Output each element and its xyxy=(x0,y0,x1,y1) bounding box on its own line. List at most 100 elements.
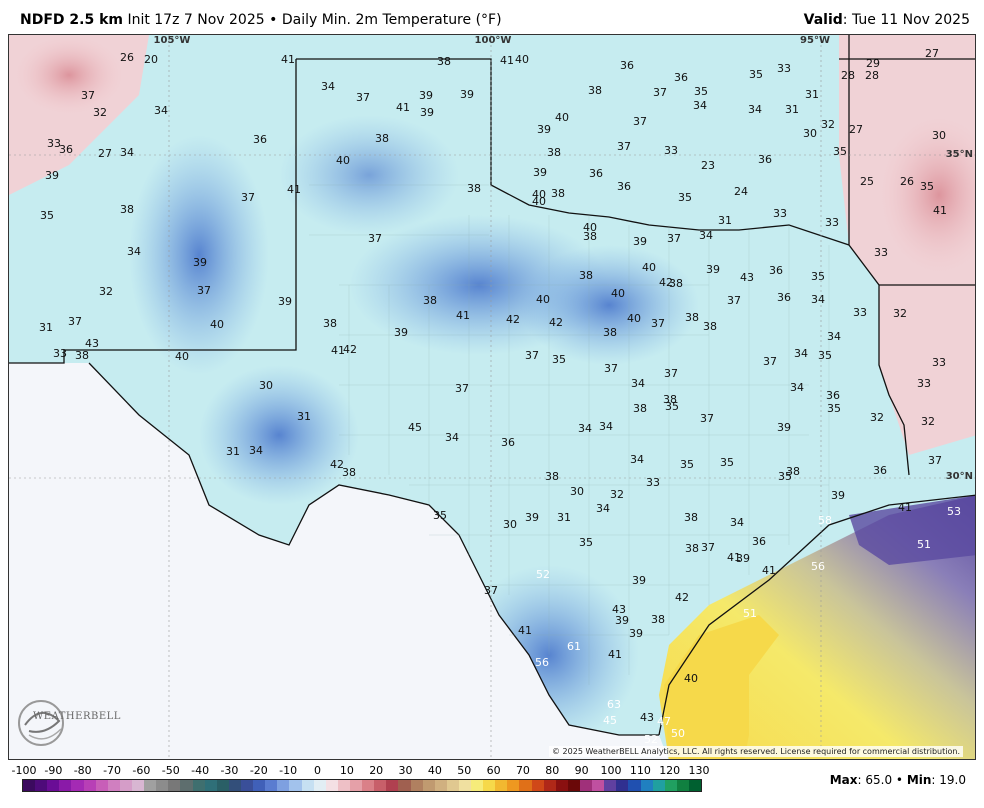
colorbar-tick-label: -20 xyxy=(249,764,268,777)
temperature-value: 39 xyxy=(537,123,551,136)
temperature-value: 34 xyxy=(154,104,168,117)
temperature-value: 33 xyxy=(646,476,660,489)
temperature-value: 61 xyxy=(567,640,581,653)
temperature-value: 34 xyxy=(811,293,825,306)
max-label: Max xyxy=(829,773,858,787)
temperature-value: 28 xyxy=(841,69,855,82)
temperature-value: 34 xyxy=(730,516,744,529)
max-value: 65.0 xyxy=(865,773,893,787)
colorbar-tick-label: 90 xyxy=(574,764,589,777)
colorbar-swatch xyxy=(676,780,690,791)
temperature-value: 39 xyxy=(777,421,791,434)
colorbar-swatch xyxy=(23,780,36,791)
colorbar-tick-label: 60 xyxy=(486,764,501,777)
temperature-value: 37 xyxy=(763,355,777,368)
temperature-value: 41 xyxy=(281,53,295,66)
init-time: Init 17z 7 Nov 2025 xyxy=(127,12,265,28)
lat-label-35n: 35°N xyxy=(945,149,973,160)
temperature-value: 37 xyxy=(701,541,715,554)
valid-time: Valid: Tue 11 Nov 2025 xyxy=(803,12,970,28)
temperature-value: 31 xyxy=(718,214,732,227)
product-name: NDFD 2.5 km xyxy=(20,12,123,28)
temperature-value: 33 xyxy=(917,377,931,390)
temperature-value: 32 xyxy=(99,285,113,298)
temperature-value: 42 xyxy=(343,343,357,356)
temperature-value: 32 xyxy=(821,118,835,131)
temperature-value: 28 xyxy=(865,69,879,82)
colorbar-tick-label: 40 xyxy=(427,764,442,777)
colorbar-tick-label: -70 xyxy=(103,764,122,777)
temperature-value: 38 xyxy=(437,55,451,68)
temperature-value: 32 xyxy=(921,415,935,428)
temperature-value: 39 xyxy=(525,511,539,524)
temperature-value: 38 xyxy=(651,613,665,626)
colorbar-swatch xyxy=(471,780,484,791)
colorbar-swatch xyxy=(374,780,387,791)
colorbar-swatch xyxy=(95,780,108,791)
temperature-value: 39 xyxy=(460,88,474,101)
temperature-value: 40 xyxy=(210,318,224,331)
temperature-value: 34 xyxy=(794,347,808,360)
colorbar-swatch xyxy=(567,780,581,791)
temperature-value: 35 xyxy=(552,353,566,366)
rio-grande-border xyxy=(88,362,659,736)
temperature-value: 38 xyxy=(120,203,134,216)
temperature-value: 38 xyxy=(579,269,593,282)
temperature-value: 56 xyxy=(535,656,549,669)
temperature-value: 34 xyxy=(596,502,610,515)
lat-label-30n: 30°N xyxy=(945,471,973,482)
temperature-value: 33 xyxy=(853,306,867,319)
temperature-value: 36 xyxy=(873,464,887,477)
colorbar-swatch xyxy=(592,780,605,791)
colorbar-swatch xyxy=(543,780,556,791)
colorbar-swatch xyxy=(277,780,290,791)
cold-region-rockies xyxy=(129,135,269,375)
temperature-value: 37 xyxy=(455,382,469,395)
temperature-value: 37 xyxy=(653,86,667,99)
colorbar-tick-label: 110 xyxy=(629,764,651,777)
gulf-coastline xyxy=(658,494,975,736)
temperature-value: 40 xyxy=(627,312,641,325)
temperature-value: 38 xyxy=(684,511,698,524)
temperature-value: 43 xyxy=(640,711,654,724)
colorbar-swatch xyxy=(483,780,496,791)
colorbar-tick-label: 100 xyxy=(600,764,622,777)
temperature-value: 29 xyxy=(866,57,880,70)
temperature-value: 25 xyxy=(860,175,874,188)
min-value: 19.0 xyxy=(939,773,966,787)
temperature-value: 34 xyxy=(321,80,335,93)
temperature-value: 53 xyxy=(947,505,961,518)
colorbar-swatch xyxy=(640,780,653,791)
colorbar-swatch xyxy=(144,780,157,791)
temperature-value: 33 xyxy=(664,144,678,157)
colorbar-tick-label: -30 xyxy=(220,764,239,777)
colorbar-swatch xyxy=(519,780,532,791)
temperature-value: 37 xyxy=(484,584,498,597)
temperature-value: 41 xyxy=(396,101,410,114)
temperature-value: 35 xyxy=(665,400,679,413)
temperature-value: 35 xyxy=(433,509,447,522)
temperature-value: 38 xyxy=(663,393,677,406)
warm-core-gulf xyxy=(664,615,779,759)
max-min-summary: Max: 65.0 • Min: 19.0 xyxy=(829,773,966,787)
temperature-value: 41 xyxy=(762,564,776,577)
temperature-value: 39 xyxy=(193,256,207,269)
colorbar-swatch xyxy=(531,780,544,791)
logo-text: WEATHERBELL xyxy=(33,711,121,722)
temperature-value: 37 xyxy=(81,89,95,102)
temperature-value: 38 xyxy=(669,277,683,290)
colorbar-tick-label: -40 xyxy=(191,764,210,777)
temperature-value: 39 xyxy=(394,326,408,339)
temperature-value: 40 xyxy=(684,672,698,685)
temperature-value: 35 xyxy=(827,402,841,415)
temperature-value: 31 xyxy=(557,511,571,524)
temperature-value: 33 xyxy=(773,207,787,220)
temperature-value: 35 xyxy=(778,470,792,483)
colorbar-tick-label: 20 xyxy=(369,764,384,777)
temperature-value: 39 xyxy=(633,235,647,248)
colorbar-tick-label: -10 xyxy=(279,764,298,777)
temperature-value: 52 xyxy=(536,568,550,581)
temperature-map: 26 20 37 32 34 41 38 34 37 41 39 39 40 36 36 35 33 28 28 29… xyxy=(8,34,976,760)
